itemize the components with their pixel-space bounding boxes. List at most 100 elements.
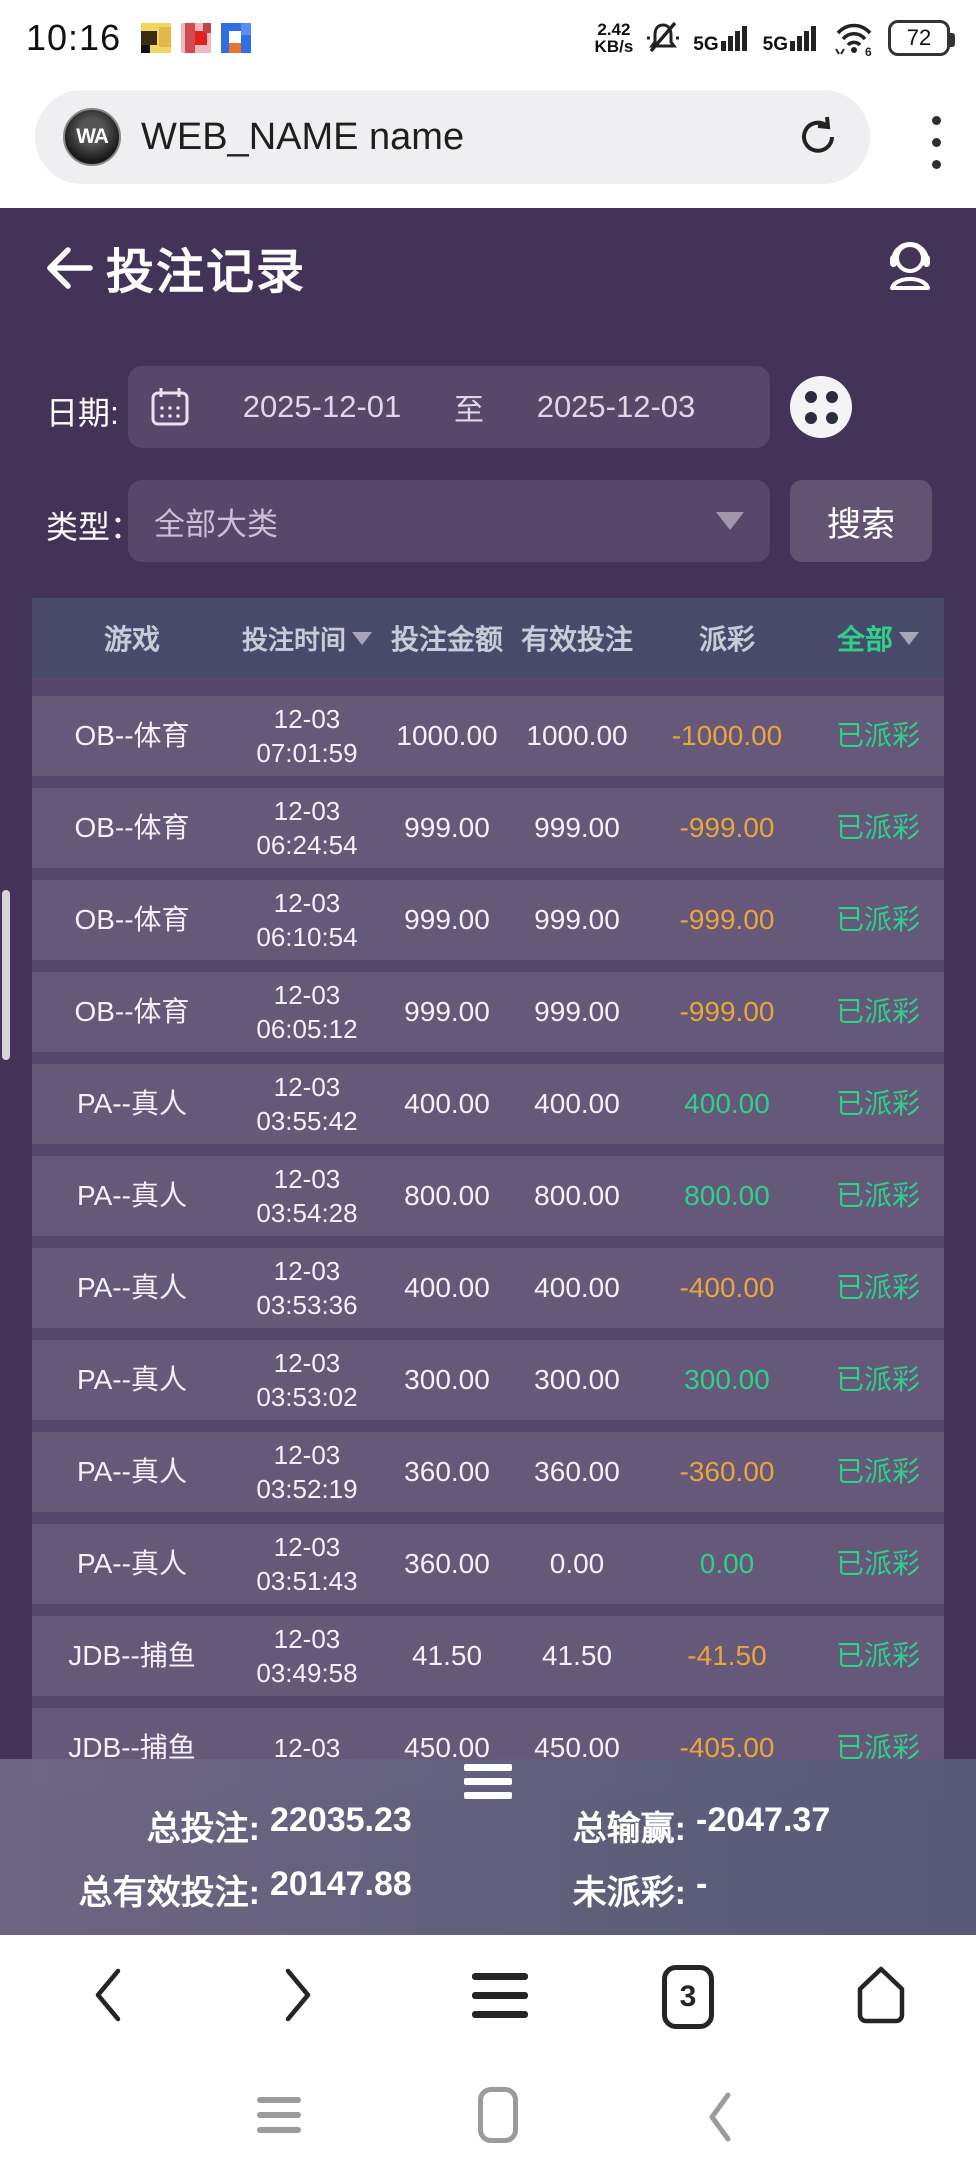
cell-bet-amount: 999.00 [404, 996, 490, 1027]
table-row[interactable]: PA--真人 12-03 03:51:43 360.00 0.00 0.00 已派彩 [32, 1524, 944, 1604]
table-row[interactable]: PA--真人 12-03 03:53:36 400.00 400.00 -400.00 已派… [32, 1248, 944, 1328]
site-title: WEB_NAME name [141, 115, 465, 158]
date-to-value[interactable]: 2025-12-03 [536, 389, 696, 424]
scrollbar[interactable] [2, 890, 10, 1060]
cell-status: 已派彩 [835, 1088, 920, 1119]
column-header: 游戏 [103, 624, 160, 655]
cell-payout: -999.00 [679, 904, 775, 935]
system-menu-button[interactable] [255, 2095, 303, 2135]
cell-game: PA--真人 [77, 1272, 187, 1303]
cell-payout: 800.00 [684, 1180, 770, 1211]
cell-payout: -41.50 [687, 1640, 767, 1671]
page-header: 投注记录 [0, 208, 976, 328]
customer-service-button[interactable] [878, 234, 942, 298]
cell-valid-bet: 300.00 [534, 1364, 620, 1395]
clock: 10:16 [26, 17, 122, 58]
table-row[interactable]: PA--真人 12-03 03:55:42 400.00 400.00 400.00 已派彩 [32, 1064, 944, 1144]
status-bar: 10:16 2.42 KB/s 5G 5G [0, 0, 976, 76]
cell-status: 已派彩 [835, 720, 920, 751]
cell-valid-bet: 800.00 [534, 1180, 620, 1211]
date-range-picker[interactable]: 2025-12-01 至 2025-12-03 [128, 366, 770, 448]
cell-time: 12-03 03:54:28 [256, 1164, 358, 1228]
cell-time: 12-03 03:55:42 [256, 1072, 358, 1136]
browser-tabs-button[interactable]: 3 [662, 1965, 714, 2029]
cell-payout: -400.00 [679, 1272, 775, 1303]
cell-status: 已派彩 [835, 812, 920, 843]
column-header: 投注金额 [390, 624, 503, 655]
date-from-value[interactable]: 2025-12-01 [242, 389, 402, 424]
cell-status: 已派彩 [835, 1456, 920, 1487]
cell-valid-bet: 999.00 [534, 996, 620, 1027]
total-winloss-value: -2047.37 [696, 1801, 831, 1839]
wifi-icon: 6 [835, 23, 872, 57]
cell-valid-bet: 360.00 [534, 1456, 620, 1487]
total-bet: 总投注: 22035.23 [146, 1801, 412, 1848]
signal-icon: 5G [693, 23, 750, 54]
cell-time: 12-03 06:05:12 [256, 980, 358, 1044]
table-row[interactable]: JDB--捕鱼 12-03 03:49:58 41.50 41.50 -41.50 已派彩 [32, 1616, 944, 1696]
back-button[interactable] [40, 238, 100, 298]
cell-bet-amount: 400.00 [404, 1088, 490, 1119]
cell-game: OB--体育 [74, 720, 190, 751]
browser-home-button[interactable] [850, 1963, 912, 2027]
cell-payout: 400.00 [684, 1088, 770, 1119]
notification-app-icon [181, 23, 212, 53]
network-speed: 2.42 KB/s [594, 20, 634, 56]
cell-payout: -999.00 [679, 996, 775, 1027]
column-header[interactable]: 全部 [812, 618, 944, 658]
table-row[interactable]: OB--体育 12-03 06:05:12 999.00 999.00 -999.00 已派… [32, 972, 944, 1052]
table-row[interactable]: PA--真人 12-03 03:54:28 800.00 800.00 800.00 已派彩 [32, 1156, 944, 1236]
cell-payout: -999.00 [679, 812, 775, 843]
date-range-separator: 至 [454, 394, 484, 427]
unpaid: 未派彩: - [572, 1865, 708, 1912]
system-recents-button[interactable] [478, 2087, 518, 2143]
cell-game: OB--体育 [74, 904, 190, 935]
refresh-button[interactable] [794, 113, 842, 161]
system-back-button[interactable] [700, 2089, 740, 2145]
url-pill[interactable]: WA WEB_NAME name [35, 90, 870, 184]
browser-url-bar: WA WEB_NAME name [0, 76, 976, 208]
browser-back-button[interactable] [84, 1963, 132, 2027]
column-header: 派彩 [698, 624, 755, 655]
cell-game: PA--真人 [77, 1548, 187, 1579]
cell-game: JDB--捕鱼 [68, 1640, 196, 1671]
cell-valid-bet: 0.00 [549, 1548, 605, 1579]
table-row[interactable]: OB--体育 12-03 06:10:54 999.00 999.00 -999.00 已派… [32, 880, 944, 960]
cell-time: 12-03 [273, 1733, 341, 1763]
browser-menu-button[interactable] [916, 104, 956, 180]
table-row[interactable]: PA--真人 12-03 03:52:19 360.00 360.00 -360.00 已派… [32, 1432, 944, 1512]
drag-handle-icon[interactable] [464, 1764, 512, 1799]
table-header: 游戏 投注时间 投注金额 有效投注 派彩 全部 [32, 598, 944, 678]
cell-bet-amount: 999.00 [404, 812, 490, 843]
table-row[interactable]: OB--体育 12-03 07:01:59 1000.00 1000.00 -1000.0… [32, 696, 944, 776]
site-favicon: WA [63, 108, 121, 166]
search-button[interactable]: 搜索 [790, 480, 932, 562]
notification-app-icon [221, 23, 252, 53]
signal-icon-2: 5G [763, 23, 820, 54]
notification-icons [141, 23, 252, 53]
cell-valid-bet: 400.00 [534, 1088, 620, 1119]
cell-status: 已派彩 [835, 904, 920, 935]
table-row[interactable]: PA--真人 12-03 03:53:02 300.00 300.00 300.00 已派彩 [32, 1340, 944, 1420]
total-valid-bet: 总有效投注: 20147.88 [78, 1865, 412, 1912]
cell-payout: -405.00 [679, 1732, 775, 1763]
table-row[interactable]: OB--体育 12-03 06:24:54 999.00 999.00 -999.00 已派… [32, 788, 944, 868]
cell-status: 已派彩 [835, 1640, 920, 1671]
cell-time: 12-03 03:49:58 [256, 1624, 358, 1688]
cell-valid-bet: 450.00 [534, 1732, 620, 1763]
cell-status: 已派彩 [835, 1180, 920, 1211]
total-valid-bet-value: 20147.88 [270, 1865, 412, 1903]
calendar-icon [151, 388, 189, 426]
cell-payout: 0.00 [699, 1548, 755, 1579]
cell-payout: -360.00 [679, 1456, 775, 1487]
type-select[interactable]: 全部大类 [128, 480, 770, 562]
column-header[interactable]: 投注时间 [232, 620, 382, 657]
page-title: 投注记录 [106, 246, 307, 299]
cell-time: 12-03 03:53:02 [256, 1348, 358, 1412]
cell-bet-amount: 450.00 [404, 1732, 490, 1763]
cell-time: 12-03 06:10:54 [256, 888, 358, 952]
browser-menu-icon[interactable] [470, 1973, 530, 2019]
quick-date-menu-button[interactable] [790, 376, 852, 438]
browser-forward-button[interactable] [274, 1963, 322, 2027]
